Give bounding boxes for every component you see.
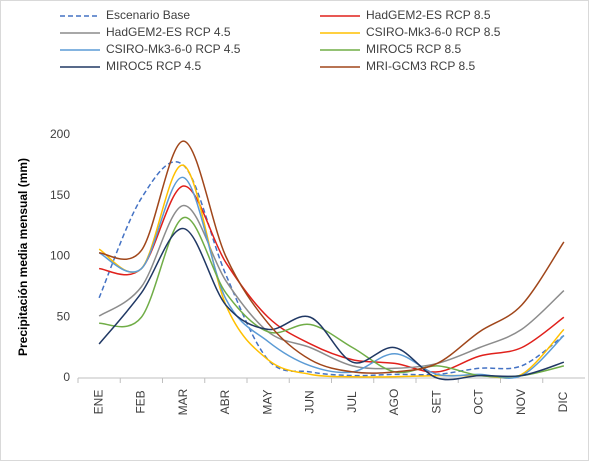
x-tick-label: ABR bbox=[218, 389, 232, 414]
series-line bbox=[99, 140, 565, 374]
y-axis-label: Precipitación media mensual (mm) bbox=[16, 158, 30, 356]
x-tick-label: MAY bbox=[260, 389, 274, 414]
legend-label: Escenario Base bbox=[106, 8, 190, 22]
legend-label: MIROC5 RCP 4.5 bbox=[106, 59, 201, 73]
series-line bbox=[98, 161, 565, 377]
x-tick-label: SET bbox=[429, 390, 443, 414]
y-tick-label: 50 bbox=[57, 309, 71, 323]
x-tick-label: MAR bbox=[176, 388, 190, 415]
series-line bbox=[99, 185, 565, 373]
x-tick-label: FEB bbox=[134, 390, 148, 413]
x-tick-label: JUL bbox=[345, 391, 359, 413]
legend-label: HadGEM2-ES RCP 8.5 bbox=[366, 8, 491, 22]
x-tick-label: JUN bbox=[303, 390, 317, 413]
x-tick-label: OCT bbox=[472, 389, 486, 415]
x-tick-label: NOV bbox=[514, 389, 528, 415]
legend-label: CSIRO-Mk3-6-0 RCP 4.5 bbox=[106, 42, 241, 56]
y-tick-label: 150 bbox=[50, 188, 70, 202]
x-tick-label: AGO bbox=[387, 389, 401, 416]
series-line bbox=[98, 176, 565, 379]
legend-label: MRI-GCM3 RCP 8.5 bbox=[366, 59, 475, 73]
legend-label: CSIRO-Mk3-6-0 RCP 8.5 bbox=[366, 25, 501, 39]
x-tick-label: ENE bbox=[91, 390, 105, 415]
x-tick-label: DIC bbox=[556, 391, 570, 412]
y-tick-label: 100 bbox=[50, 249, 70, 263]
legend-label: MIROC5 RCP 8.5 bbox=[366, 42, 461, 56]
series-line bbox=[98, 227, 565, 381]
series-line bbox=[98, 204, 565, 370]
legend-label: HadGEM2-ES RCP 4.5 bbox=[106, 25, 231, 39]
y-tick-label: 0 bbox=[63, 370, 70, 384]
y-tick-label: 200 bbox=[50, 127, 70, 141]
